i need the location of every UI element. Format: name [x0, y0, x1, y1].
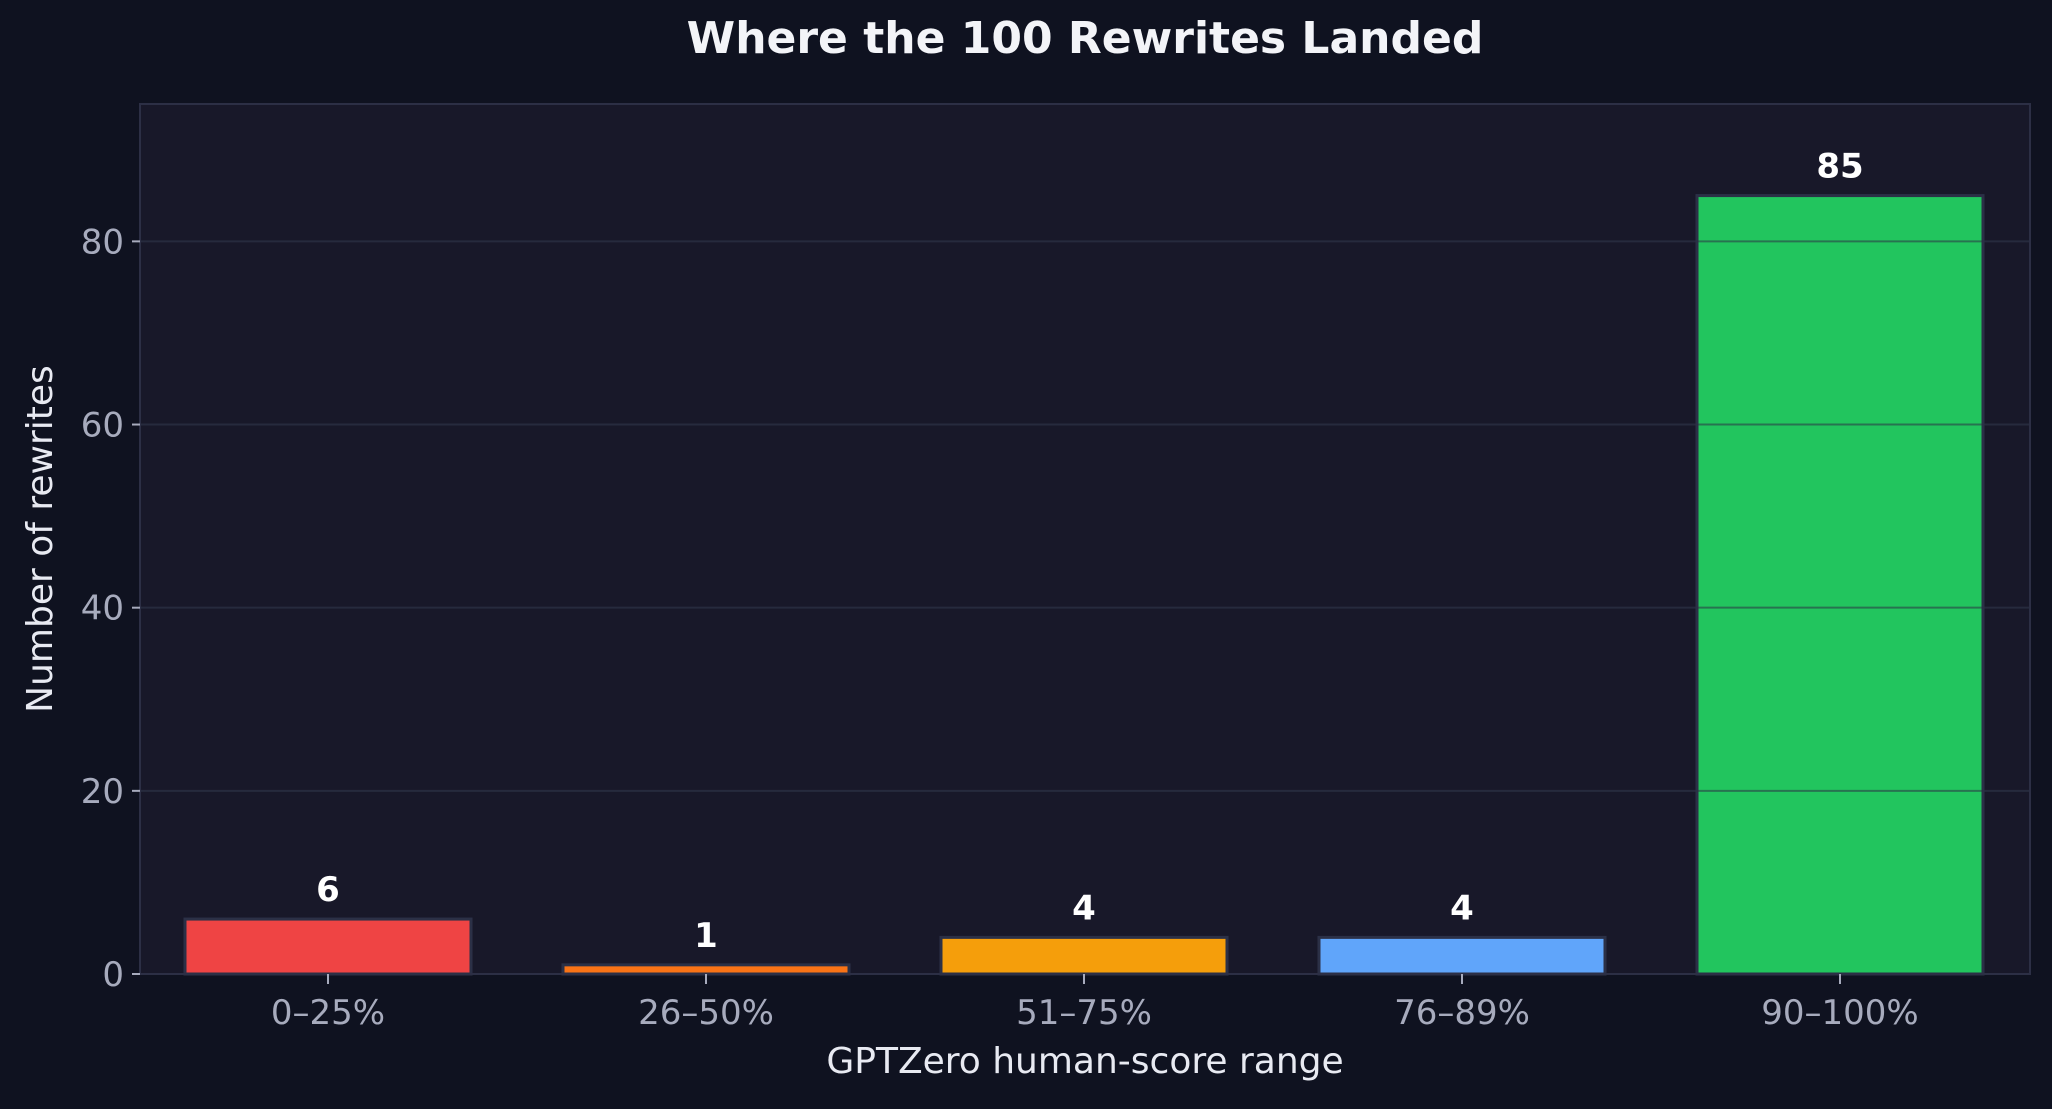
data-label: 85 — [1816, 147, 1863, 187]
x-tick-label: 76–89% — [1394, 993, 1530, 1033]
axis-ticks: 0 20 40 60 80 0–25% 26–50% 51–75% 76–89% 90–100% — [81, 222, 1919, 1033]
y-tick-label: 80 — [81, 222, 124, 262]
gridline-overlays — [1697, 240, 1983, 792]
y-tick-label: 40 — [81, 589, 124, 629]
x-tick-label: 90–100% — [1761, 993, 1918, 1033]
x-tick-label: 0–25% — [271, 993, 385, 1033]
data-label: 6 — [316, 870, 340, 910]
bar-1 — [561, 963, 851, 976]
y-tick-label: 20 — [81, 772, 124, 812]
x-tick-label: 51–75% — [1016, 993, 1152, 1033]
y-tick-label: 0 — [102, 955, 124, 995]
bars — [183, 194, 1985, 976]
bar-0 — [183, 917, 473, 976]
y-axis-label: Number of rewrites — [20, 365, 61, 713]
data-labels: 6 1 4 4 85 — [316, 147, 1864, 956]
chart-title: Where the 100 Rewrites Landed — [687, 13, 1484, 64]
data-label: 1 — [694, 916, 718, 956]
bar-2 — [939, 935, 1229, 976]
x-axis-label: GPTZero human-score range — [826, 1041, 1343, 1082]
x-tick-label: 26–50% — [638, 993, 774, 1033]
bar-3 — [1317, 935, 1607, 976]
y-tick-label: 60 — [81, 406, 124, 446]
data-label: 4 — [1072, 888, 1096, 928]
bar-4 — [1695, 194, 1985, 976]
data-label: 4 — [1450, 888, 1474, 928]
